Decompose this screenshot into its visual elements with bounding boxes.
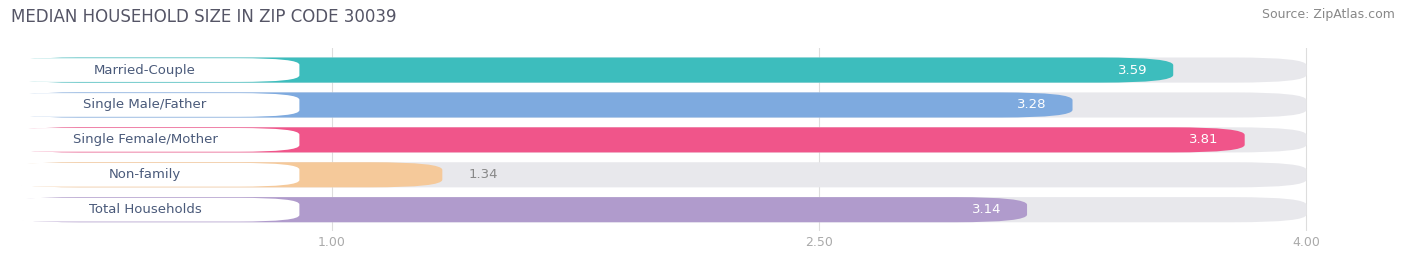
FancyBboxPatch shape bbox=[7, 93, 1073, 118]
Text: 3.59: 3.59 bbox=[1118, 63, 1147, 77]
FancyBboxPatch shape bbox=[7, 127, 1244, 153]
FancyBboxPatch shape bbox=[0, 163, 299, 187]
Text: Non-family: Non-family bbox=[108, 168, 181, 181]
FancyBboxPatch shape bbox=[7, 93, 1306, 118]
FancyBboxPatch shape bbox=[7, 197, 1026, 222]
FancyBboxPatch shape bbox=[0, 93, 299, 117]
Text: 3.14: 3.14 bbox=[972, 203, 1001, 216]
Text: Single Female/Mother: Single Female/Mother bbox=[73, 133, 218, 146]
FancyBboxPatch shape bbox=[7, 127, 1306, 153]
FancyBboxPatch shape bbox=[7, 162, 443, 187]
Text: Single Male/Father: Single Male/Father bbox=[83, 98, 207, 111]
FancyBboxPatch shape bbox=[7, 58, 1173, 83]
FancyBboxPatch shape bbox=[7, 58, 1306, 83]
Text: Married-Couple: Married-Couple bbox=[94, 63, 195, 77]
FancyBboxPatch shape bbox=[0, 58, 299, 82]
FancyBboxPatch shape bbox=[7, 197, 1306, 222]
FancyBboxPatch shape bbox=[0, 128, 299, 152]
Text: 1.34: 1.34 bbox=[468, 168, 498, 181]
Text: Total Households: Total Households bbox=[89, 203, 201, 216]
Text: MEDIAN HOUSEHOLD SIZE IN ZIP CODE 30039: MEDIAN HOUSEHOLD SIZE IN ZIP CODE 30039 bbox=[11, 8, 396, 26]
Text: 3.81: 3.81 bbox=[1189, 133, 1219, 146]
FancyBboxPatch shape bbox=[7, 162, 1306, 187]
Text: Source: ZipAtlas.com: Source: ZipAtlas.com bbox=[1261, 8, 1395, 21]
FancyBboxPatch shape bbox=[0, 198, 299, 222]
Text: 3.28: 3.28 bbox=[1017, 98, 1046, 111]
